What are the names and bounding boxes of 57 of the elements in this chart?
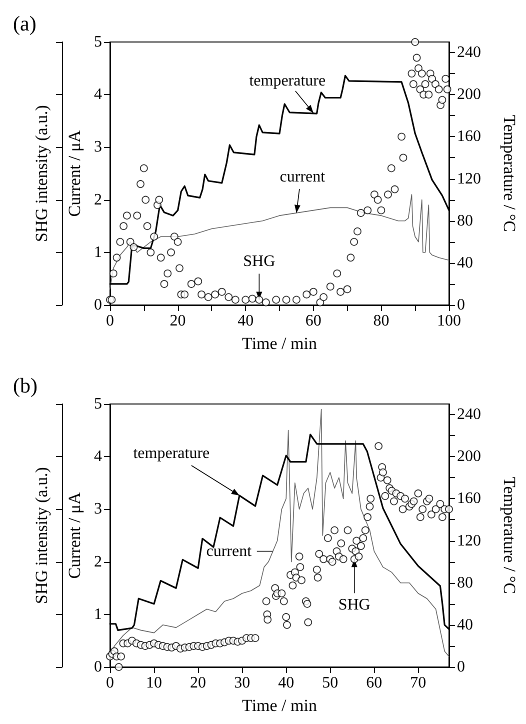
y2-tick-label: 80 [457,212,473,230]
y-axis-title: Current / μA [65,130,84,217]
y-tick-label: 5 [94,34,102,50]
y-tick-label: 2 [94,191,102,208]
y2-tick-label: 200 [457,448,481,466]
x-tick-label: 30 [234,674,250,692]
y2-axis-title: Temperature / °C [500,114,519,232]
x-tick-label: 40 [238,312,254,330]
chart-title: (a) [13,12,36,36]
y2-tick-label: 80 [457,574,473,592]
x-axis-title: Time / min [242,696,318,715]
x-tick-label: 20 [190,674,206,692]
y-tick-label: 2 [94,553,102,570]
y2-tick-label: 0 [457,296,465,314]
y-tick-label: 1 [94,244,102,261]
x-tick-label: 70 [410,674,426,692]
y-tick-label: 3 [94,500,102,518]
y2-tick-label: 0 [457,658,465,676]
line-series [110,194,450,290]
x-tick-label: 100 [437,312,461,330]
chart-title: (b) [13,374,38,398]
x-tick-label: 40 [278,674,294,692]
y2-axis-title: Temperature / °C [500,476,519,594]
y-tick-label: 0 [94,658,102,676]
annotation: temperature [249,72,326,90]
x-tick-label: 0 [106,674,114,692]
y2-tick-label: 240 [457,406,481,424]
x-tick-label: 80 [373,312,390,330]
y2-tick-label: 40 [457,616,473,634]
y2-tick-label: 240 [457,44,481,62]
y2-tick-label: 120 [457,170,481,188]
y-axis-title: Current / μA [65,492,84,579]
y3-axis-title: SHG intensity (a.u.) [32,105,51,242]
y-tick-label: 3 [94,138,102,156]
annotation: SHG [338,596,371,614]
annotation: current [206,542,252,560]
y-tick-label: 4 [94,86,102,104]
annotation: current [280,168,326,186]
y-tick-label: 5 [94,396,102,412]
x-axis-title: Time / min [242,334,318,353]
x-tick-label: 60 [366,674,382,692]
y2-tick-label: 160 [457,128,481,146]
x-tick-label: 60 [305,312,322,330]
x-tick-label: 10 [146,674,162,692]
y-tick-label: 1 [94,606,102,623]
y2-tick-label: 160 [457,490,481,508]
x-tick-label: 0 [106,312,114,330]
annotation: temperature [133,445,210,462]
y2-tick-label: 200 [457,86,481,104]
annotation: SHG [243,253,276,270]
y2-tick-label: 120 [457,532,481,550]
x-tick-label: 20 [170,312,186,330]
y3-axis-title: SHG intensity (a.u.) [32,467,51,604]
y2-tick-label: 40 [457,254,473,272]
y-tick-label: 4 [94,448,102,466]
x-tick-label: 50 [322,674,338,692]
y-tick-label: 0 [94,296,102,314]
